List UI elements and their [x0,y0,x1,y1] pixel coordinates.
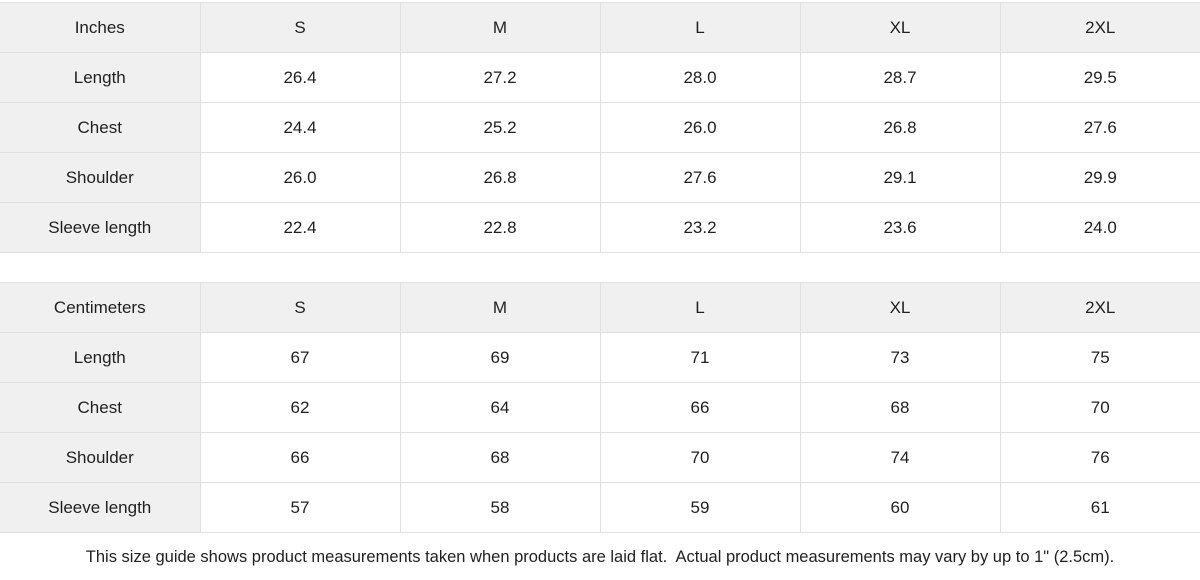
cell: 29.9 [1000,152,1200,203]
row-label-sleeve-length: Sleeve length [0,202,201,253]
inches-table: Inches S M L XL 2XL Length 26.4 27.2 28.… [0,2,1200,253]
table-row: Chest 62 64 66 68 70 [0,382,1200,433]
cell: 67 [200,332,401,383]
cell: 27.6 [600,152,801,203]
row-label-shoulder: Shoulder [0,152,201,203]
cell: 62 [200,382,401,433]
centimeters-size-header-xl: XL [800,282,1001,333]
cell: 71 [600,332,801,383]
cell: 28.0 [600,52,801,103]
table-row: Sleeve length 57 58 59 60 61 [0,482,1200,533]
centimeters-header-row: Centimeters S M L XL 2XL [0,282,1200,333]
cell: 76 [1000,432,1200,483]
cell: 26.4 [200,52,401,103]
row-label-length: Length [0,332,201,383]
cell: 29.5 [1000,52,1200,103]
cell: 68 [800,382,1001,433]
row-label-sleeve-length: Sleeve length [0,482,201,533]
row-label-shoulder: Shoulder [0,432,201,483]
table-row: Chest 24.4 25.2 26.0 26.8 27.6 [0,102,1200,153]
cell: 24.4 [200,102,401,153]
cell: 70 [600,432,801,483]
table-row: Sleeve length 22.4 22.8 23.2 23.6 24.0 [0,202,1200,253]
cell: 66 [200,432,401,483]
centimeters-size-header-2xl: 2XL [1000,282,1200,333]
cell: 29.1 [800,152,1001,203]
cell: 75 [1000,332,1200,383]
table-row: Length 67 69 71 73 75 [0,332,1200,383]
cell: 70 [1000,382,1200,433]
cell: 74 [800,432,1001,483]
cell: 22.4 [200,202,401,253]
cell: 23.6 [800,202,1001,253]
centimeters-table: Centimeters S M L XL 2XL Length 67 69 71… [0,282,1200,533]
cell: 69 [400,332,601,383]
cell: 73 [800,332,1001,383]
cell: 64 [400,382,601,433]
cell: 28.7 [800,52,1001,103]
cell: 68 [400,432,601,483]
centimeters-size-header-s: S [200,282,401,333]
cell: 66 [600,382,801,433]
centimeters-size-header-l: L [600,282,801,333]
inches-size-header-m: M [400,2,601,53]
cell: 27.6 [1000,102,1200,153]
cell: 23.2 [600,202,801,253]
table-row: Length 26.4 27.2 28.0 28.7 29.5 [0,52,1200,103]
row-label-length: Length [0,52,201,103]
cell: 58 [400,482,601,533]
cell: 60 [800,482,1001,533]
cell: 26.8 [800,102,1001,153]
inches-header-row: Inches S M L XL 2XL [0,2,1200,53]
inches-size-header-2xl: 2XL [1000,2,1200,53]
centimeters-unit-header: Centimeters [0,282,201,333]
inches-unit-header: Inches [0,2,201,53]
inches-size-header-xl: XL [800,2,1001,53]
cell: 24.0 [1000,202,1200,253]
cell: 22.8 [400,202,601,253]
cell: 59 [600,482,801,533]
cell: 26.8 [400,152,601,203]
cell: 25.2 [400,102,601,153]
cell: 26.0 [600,102,801,153]
row-label-chest: Chest [0,102,201,153]
inches-size-header-l: L [600,2,801,53]
centimeters-size-header-m: M [400,282,601,333]
inches-size-header-s: S [200,2,401,53]
cell: 57 [200,482,401,533]
cell: 61 [1000,482,1200,533]
table-row: Shoulder 26.0 26.8 27.6 29.1 29.9 [0,152,1200,203]
row-label-chest: Chest [0,382,201,433]
cell: 27.2 [400,52,601,103]
cell: 26.0 [200,152,401,203]
size-guide-note: This size guide shows product measuremen… [85,548,1115,566]
table-row: Shoulder 66 68 70 74 76 [0,432,1200,483]
